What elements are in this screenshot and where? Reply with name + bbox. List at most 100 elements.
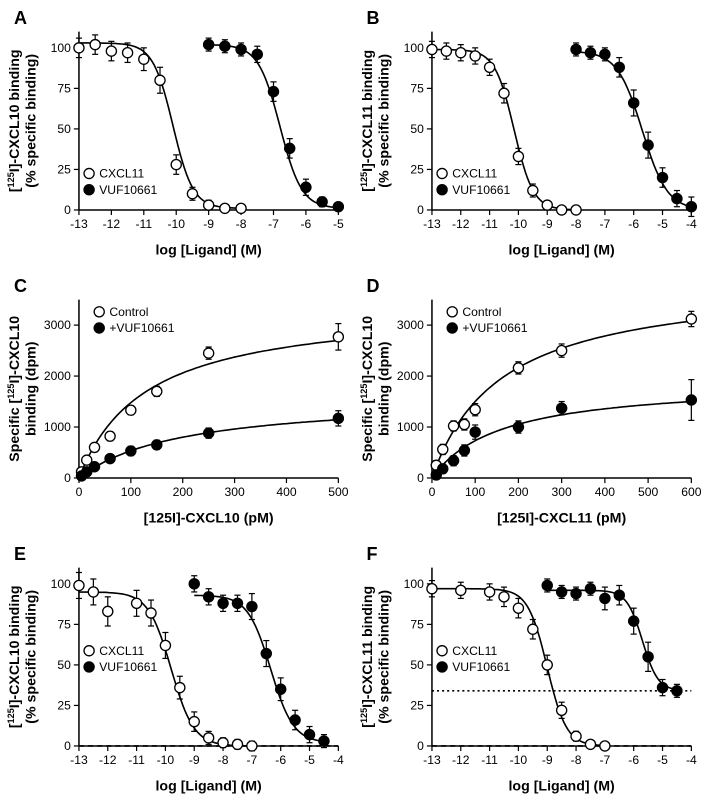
svg-text:-8: -8 (570, 753, 581, 767)
svg-text:0: 0 (417, 203, 424, 217)
svg-text:300: 300 (224, 485, 245, 499)
svg-text:CXCL11: CXCL11 (452, 644, 497, 658)
svg-text:-11: -11 (481, 217, 498, 231)
svg-text:-6: -6 (628, 753, 639, 767)
svg-text:-5: -5 (657, 217, 668, 231)
svg-text:-9: -9 (541, 217, 552, 231)
svg-text:-8: -8 (218, 753, 229, 767)
svg-text:-10: -10 (509, 217, 527, 231)
svg-text:25: 25 (57, 698, 71, 712)
panel-D: D 01002003004005006000100020003000[125I]… (359, 274, 704, 534)
panel-C: C 01002003004005000100020003000[125I]-CX… (6, 274, 351, 534)
svg-text:400: 400 (276, 485, 297, 499)
svg-text:[125I]-CXCL11 binding(% specif: [125I]-CXCL11 binding(% specific binding… (359, 50, 392, 192)
svg-text:VUF10661: VUF10661 (99, 660, 157, 674)
svg-text:25: 25 (410, 162, 424, 176)
svg-text:log [Ligand] (M): log [Ligand] (M) (156, 243, 263, 259)
svg-text:400: 400 (594, 485, 615, 499)
svg-text:-9: -9 (203, 217, 214, 231)
svg-text:0: 0 (417, 739, 424, 753)
svg-text:-12: -12 (451, 217, 469, 231)
chart-A: -13-12-11-10-9-8-7-6-50255075100log [Lig… (6, 6, 351, 266)
svg-text:-12: -12 (103, 217, 121, 231)
svg-text:0: 0 (64, 739, 71, 753)
panel-A: A -13-12-11-10-9-8-7-6-50255075100log [L… (6, 6, 351, 266)
svg-text:50: 50 (57, 658, 71, 672)
svg-text:-4: -4 (685, 217, 696, 231)
chart-C: 01002003004005000100020003000[125I]-CXCL… (6, 274, 351, 534)
svg-text:2000: 2000 (396, 369, 423, 383)
svg-text:2000: 2000 (44, 369, 71, 383)
svg-text:300: 300 (551, 485, 572, 499)
svg-text:500: 500 (637, 485, 658, 499)
svg-text:100: 100 (51, 41, 72, 55)
svg-text:-6: -6 (628, 217, 639, 231)
svg-text:-12: -12 (451, 753, 469, 767)
svg-text:-4: -4 (333, 753, 344, 767)
panel-label: C (14, 276, 27, 297)
svg-text:600: 600 (681, 485, 702, 499)
panel-B: B -13 -12 -11 -10 -9 -8 -7 -6 -5 -4 0 25 50 75 100 log … (359, 6, 704, 266)
svg-text:Specific [125I]-CXCL10binding: Specific [125I]-CXCL10binding (dpm) (359, 316, 392, 462)
svg-text:-12: -12 (99, 753, 117, 767)
svg-text:75: 75 (410, 81, 424, 95)
svg-text:-13: -13 (423, 217, 441, 231)
svg-text:-6: -6 (301, 217, 312, 231)
svg-text:100: 100 (51, 577, 72, 591)
svg-text:-9: -9 (541, 753, 552, 767)
svg-text:CXCL11: CXCL11 (99, 167, 144, 181)
svg-text:-5: -5 (657, 753, 668, 767)
svg-text:CXCL11: CXCL11 (99, 644, 144, 658)
svg-text:CXCL11: CXCL11 (452, 167, 497, 181)
svg-text:-8: -8 (236, 217, 247, 231)
svg-text:25: 25 (57, 162, 71, 176)
svg-text:-4: -4 (685, 753, 696, 767)
svg-text:50: 50 (410, 658, 424, 672)
panel-label: F (367, 544, 378, 565)
svg-text:50: 50 (410, 122, 424, 136)
chart-D: 01002003004005006000100020003000[125I]-C… (359, 274, 704, 534)
svg-text:75: 75 (410, 617, 424, 631)
chart-F: -13-12-11-10-9-8-7-6-5-40255075100log [L… (359, 542, 704, 802)
svg-text:0: 0 (417, 471, 424, 485)
svg-text:log [Ligand] (M): log [Ligand] (M) (156, 779, 263, 795)
svg-text:Control: Control (462, 305, 501, 319)
panel-label: B (367, 8, 380, 29)
svg-text:Control: Control (109, 305, 148, 319)
chart-E: -13-12-11-10-9-8-7-6-5-40255075100log [L… (6, 542, 351, 802)
svg-text:-10: -10 (157, 753, 175, 767)
svg-text:log [Ligand] (M): log [Ligand] (M) (508, 779, 615, 795)
svg-text:100: 100 (121, 485, 142, 499)
svg-text:VUF10661: VUF10661 (452, 183, 510, 197)
svg-text:100: 100 (465, 485, 486, 499)
svg-text:-6: -6 (275, 753, 286, 767)
panel-label: E (14, 544, 26, 565)
svg-text:-5: -5 (333, 217, 344, 231)
panel-E: E -13-12-11-10-9-8-7-6-5-40255075100log … (6, 542, 351, 802)
svg-text:[125I]-CXCL11 binding(% specif: [125I]-CXCL11 binding(% specific binding… (359, 586, 392, 728)
svg-text:50: 50 (57, 122, 71, 136)
svg-text:-10: -10 (509, 753, 527, 767)
svg-text:3000: 3000 (396, 318, 423, 332)
svg-text:log [Ligand] (M): log [Ligand] (M) (508, 243, 615, 259)
svg-text:200: 200 (173, 485, 194, 499)
svg-text:100: 100 (403, 41, 424, 55)
panel-label: D (367, 276, 380, 297)
svg-text:-7: -7 (599, 217, 610, 231)
svg-text:-13: -13 (70, 753, 88, 767)
svg-text:+VUF10661: +VUF10661 (109, 321, 174, 335)
svg-text:VUF10661: VUF10661 (452, 660, 510, 674)
svg-text:+VUF10661: +VUF10661 (462, 321, 527, 335)
svg-text:-7: -7 (599, 753, 610, 767)
svg-text:Specific [125I]-CXCL10binding: Specific [125I]-CXCL10binding (dpm) (6, 316, 39, 462)
svg-text:0: 0 (64, 203, 71, 217)
svg-text:-5: -5 (304, 753, 315, 767)
svg-text:25: 25 (410, 698, 424, 712)
svg-text:VUF10661: VUF10661 (99, 183, 157, 197)
svg-text:-8: -8 (570, 217, 581, 231)
svg-text:-9: -9 (189, 753, 200, 767)
svg-text:-13: -13 (423, 753, 441, 767)
svg-text:[125I]-CXCL10 binding(% specif: [125I]-CXCL10 binding(% specific binding… (6, 49, 39, 192)
svg-text:75: 75 (57, 617, 71, 631)
svg-text:-10: -10 (167, 217, 185, 231)
